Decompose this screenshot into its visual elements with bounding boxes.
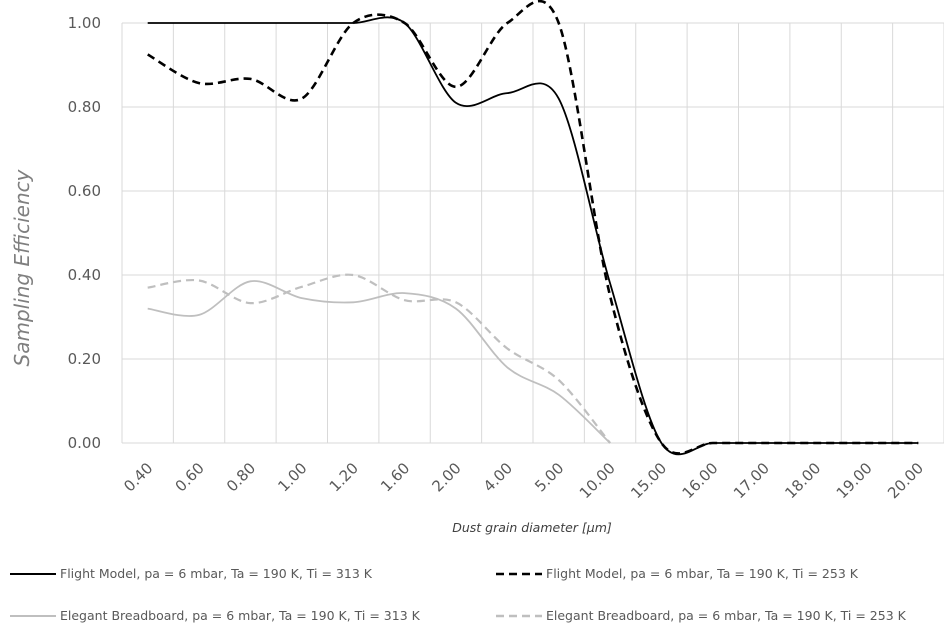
x-tick-label: 18.00 [781, 459, 824, 502]
x-tick-label: 4.00 [480, 459, 516, 495]
legend-label: Elegant Breadboard, pa = 6 mbar, Ta = 19… [60, 608, 421, 623]
legend-label: Flight Model, pa = 6 mbar, Ta = 190 K, T… [546, 566, 859, 581]
y-tick-label: 0.00 [68, 434, 101, 452]
series-line-4 [147, 273, 611, 444]
gridlines [121, 22, 944, 444]
x-tick-label: 1.00 [274, 459, 310, 495]
series-line-3 [147, 280, 611, 444]
x-tick-label: 0.80 [223, 459, 259, 495]
x-axis-ticks: 0.40 0.60 0.80 1.00 1.20 1.60 2.00 4.00 5.00 10.0… [120, 459, 927, 502]
legend-label: Elegant Breadboard, pa = 6 mbar, Ta = 19… [546, 608, 907, 623]
x-tick-label: 0.40 [120, 459, 156, 495]
x-tick-label: 0.60 [172, 459, 208, 495]
series-lines [147, 0, 919, 456]
y-axis-ticks: 0.00 0.20 0.40 0.60 0.80 1.00 [68, 14, 101, 452]
legend-label: Flight Model, pa = 6 mbar, Ta = 190 K, T… [60, 566, 373, 581]
x-tick-label: 1.20 [326, 459, 362, 495]
x-tick-label: 20.00 [884, 459, 927, 502]
legend-item: Flight Model, pa = 6 mbar, Ta = 190 K, T… [496, 566, 859, 581]
x-tick-label: 10.00 [576, 459, 619, 502]
legend-item: Elegant Breadboard, pa = 6 mbar, Ta = 19… [10, 608, 421, 623]
x-tick-label: 19.00 [833, 459, 876, 502]
series-line-1 [147, 16, 919, 456]
legend-item: Flight Model, pa = 6 mbar, Ta = 190 K, T… [10, 566, 373, 581]
y-axis-label: Sampling Efficiency [10, 168, 34, 366]
x-tick-label: 17.00 [730, 459, 773, 502]
x-tick-label: 2.00 [428, 459, 464, 495]
legend: Flight Model, pa = 6 mbar, Ta = 190 K, T… [10, 566, 907, 623]
x-axis-label: Dust grain diameter [μm] [452, 520, 612, 535]
y-tick-label: 0.60 [68, 182, 101, 200]
x-tick-label: 15.00 [627, 459, 670, 502]
x-tick-label: 5.00 [531, 459, 567, 495]
y-tick-label: 0.40 [68, 266, 101, 284]
y-tick-label: 1.00 [68, 14, 101, 32]
x-tick-label: 1.60 [377, 459, 413, 495]
legend-item: Elegant Breadboard, pa = 6 mbar, Ta = 19… [496, 608, 907, 623]
y-tick-label: 0.80 [68, 98, 101, 116]
series-line-2 [147, 0, 919, 455]
x-tick-label: 16.00 [679, 459, 722, 502]
y-tick-label: 0.20 [68, 350, 101, 368]
